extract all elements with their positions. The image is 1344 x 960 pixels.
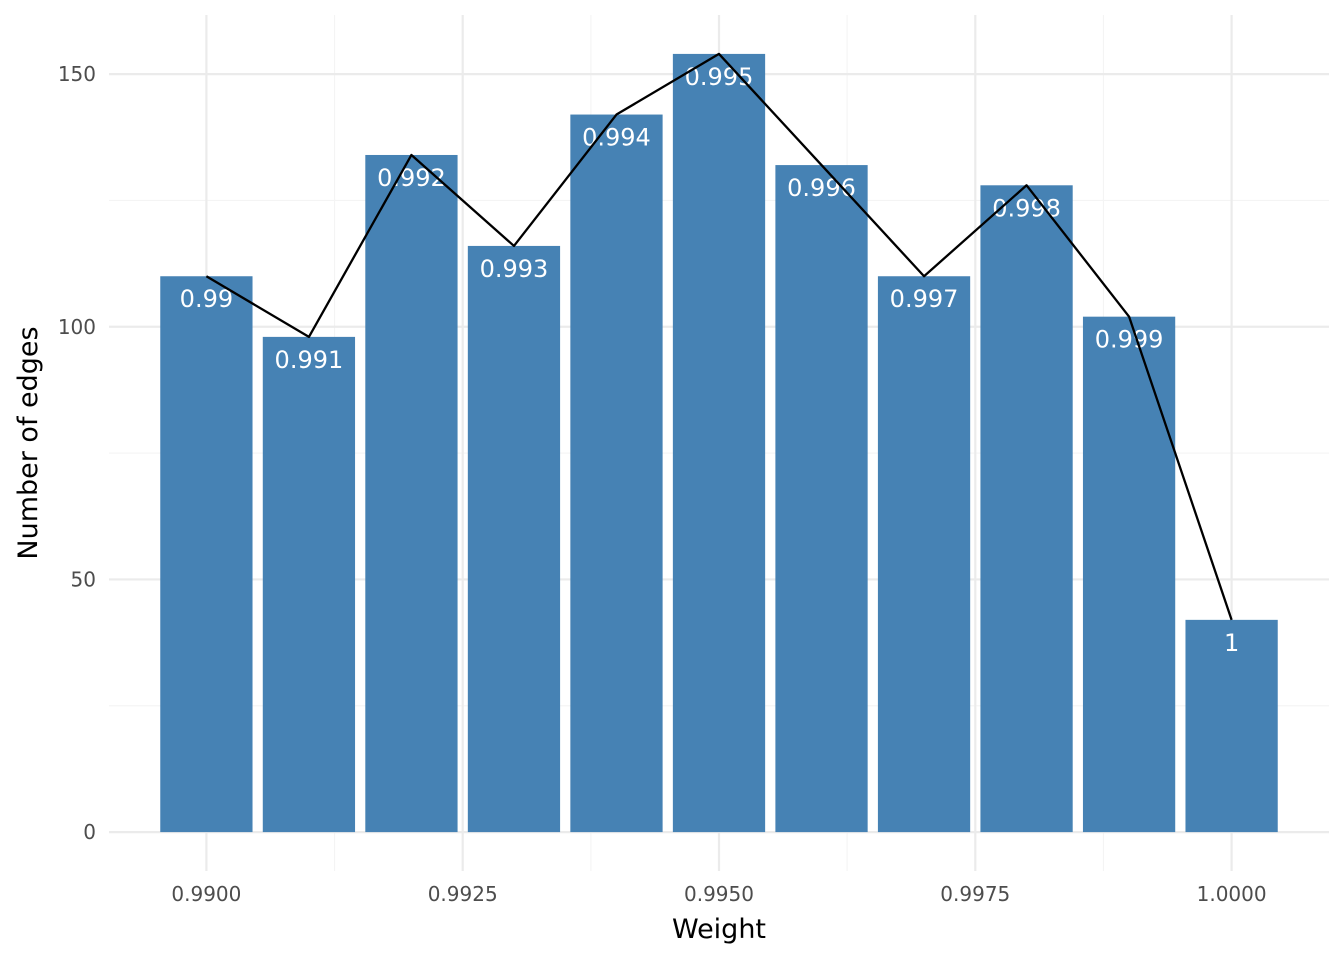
x-tick-label: 1.0000 (1197, 882, 1267, 906)
bar (1082, 316, 1176, 833)
bar (672, 53, 766, 833)
bar-label: 0.991 (275, 346, 344, 374)
bars (160, 53, 1278, 833)
tick-labels: 0.9900 0.9925 0.9950 0.9975 1.0000 0 50 100 150 (58, 62, 1267, 906)
x-tick-label: 0.9900 (171, 882, 241, 906)
y-tick-label: 50 (71, 567, 96, 591)
bar (980, 185, 1073, 833)
y-tick-label: 0 (83, 820, 96, 844)
y-tick-label: 150 (58, 62, 96, 86)
bar (160, 276, 253, 833)
bar (775, 165, 868, 833)
x-axis-title: Weight (672, 914, 766, 945)
x-tick-label: 0.9925 (428, 882, 498, 906)
trend-line-layer (205, 52, 1233, 621)
bar (570, 114, 663, 833)
bar-label: 0.993 (480, 255, 549, 283)
y-tick-label: 100 (58, 315, 96, 339)
bar-label: 0.997 (890, 285, 959, 313)
bar-label: 0.992 (377, 164, 446, 192)
bar-label: 0.999 (1095, 326, 1164, 354)
bar-label: 1 (1224, 629, 1239, 657)
y-axis-title: Number of edges (13, 326, 44, 559)
bar-label: 0.994 (582, 124, 651, 152)
bar (262, 336, 356, 833)
trend-line (205, 52, 1233, 621)
bar-labels: 0.990.9910.9920.9930.9940.9950.9960.9970… (180, 63, 1240, 657)
bar (877, 276, 971, 833)
bar-label: 0.998 (992, 194, 1061, 222)
bar-label: 0.996 (787, 174, 856, 202)
x-tick-label: 0.9975 (940, 882, 1010, 906)
bar-label: 0.99 (180, 285, 233, 313)
bar (365, 154, 458, 833)
bar (467, 245, 561, 833)
bar (1185, 619, 1278, 833)
x-tick-label: 0.9950 (684, 882, 754, 906)
